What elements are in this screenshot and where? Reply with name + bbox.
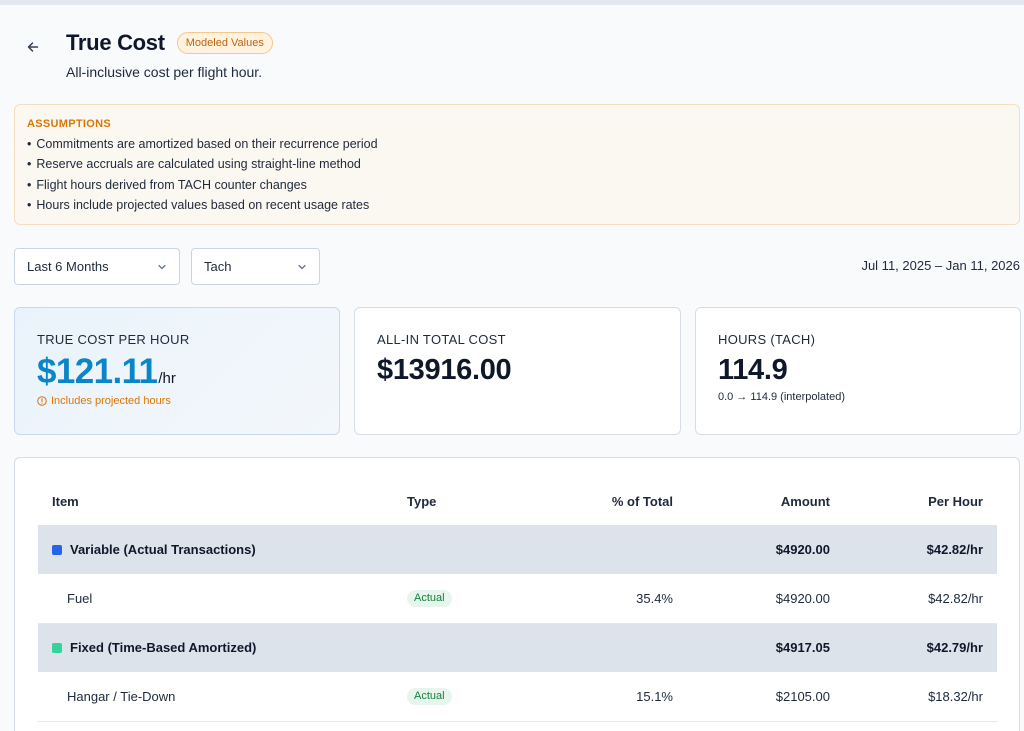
actual-badge: Actual — [407, 590, 452, 608]
hours-source-select[interactable]: Tach — [191, 248, 320, 285]
true-cost-value: $121.11/hr — [37, 352, 317, 392]
type-cell — [393, 623, 533, 672]
table-header-row: Item Type % of Total Amount Per Hour — [38, 477, 997, 525]
item-name-cell: Fuel — [38, 574, 393, 624]
top-border — [0, 0, 1024, 5]
table-row[interactable]: Hangar / Tie-Down Actual 15.1% $2105.00 … — [38, 672, 997, 722]
date-range-label: Jul 11, 2025 – Jan 11, 2026 — [861, 258, 1020, 273]
actual-badge: Actual — [407, 688, 452, 706]
true-cost-unit: /hr — [158, 370, 176, 387]
true-cost-card: TRUE COST PER HOUR $121.11/hr Includes p… — [14, 307, 340, 435]
group-row-variable[interactable]: Variable (Actual Transactions) $4920.00 … — [38, 525, 997, 574]
true-cost-amount: $121.11 — [37, 352, 158, 391]
item-name-cell: Hangar / Tie-Down — [38, 672, 393, 722]
col-header-amount[interactable]: Amount — [780, 493, 830, 509]
chevron-down-icon — [298, 264, 306, 269]
col-header-per-hour[interactable]: Per Hour — [928, 493, 983, 509]
hours-label: HOURS (TACH) — [718, 332, 816, 347]
hours-note: 0.0 → 114.9 (interpolated) — [718, 391, 845, 403]
period-select-value: Last 6 Months — [27, 259, 109, 274]
group-name: Variable (Actual Transactions) — [70, 542, 256, 557]
assumption-item: Flight hours derived from TACH counter c… — [27, 175, 1007, 195]
total-cost-card: ALL-IN TOTAL COST $13916.00 — [354, 307, 681, 435]
hours-source-select-value: Tach — [204, 259, 232, 274]
group-name-cell: Fixed (Time-Based Amortized) — [38, 623, 393, 672]
table-row[interactable]: Fuel Actual 35.4% $4920.00 $42.82/hr — [38, 574, 997, 624]
cost-breakdown-panel: Item Type % of Total Amount Per Hour Var… — [14, 457, 1020, 731]
cost-breakdown-table: Item Type % of Total Amount Per Hour Var… — [38, 477, 997, 722]
assumptions-heading: ASSUMPTIONS — [27, 118, 111, 130]
type-cell: Actual — [393, 574, 533, 624]
back-button[interactable] — [24, 38, 42, 56]
pct-cell — [533, 623, 687, 672]
pct-cell: 35.4% — [533, 574, 687, 624]
assumption-item: Hours include projected values based on … — [27, 195, 1007, 215]
total-cost-label: ALL-IN TOTAL COST — [377, 332, 506, 347]
amount-cell: $4920.00 — [687, 525, 844, 574]
hours-card: HOURS (TACH) 114.9 0.0 → 114.9 (interpol… — [695, 307, 1021, 435]
arrow-left-icon — [27, 42, 39, 52]
period-select[interactable]: Last 6 Months — [14, 248, 180, 285]
per-hour-cell: $42.82/hr — [844, 525, 997, 574]
group-name-cell: Variable (Actual Transactions) — [38, 525, 393, 574]
amount-cell: $2105.00 — [687, 672, 844, 722]
group-name: Fixed (Time-Based Amortized) — [70, 640, 257, 656]
per-hour-cell: $42.79/hr — [844, 623, 997, 672]
assumptions-list: Commitments are amortized based on their… — [27, 134, 1007, 215]
fixed-color-swatch — [52, 643, 62, 654]
page-subtitle: All-inclusive cost per flight hour. — [66, 64, 263, 80]
amount-cell: $4920.00 — [687, 574, 844, 624]
amount-cell: $4917.05 — [687, 623, 844, 672]
projected-hours-text: Includes projected hours — [51, 395, 171, 407]
modeled-values-badge: Modeled Values — [176, 32, 273, 54]
col-header-pct[interactable]: % of Total — [611, 493, 673, 509]
hours-value: 114.9 — [718, 354, 788, 386]
info-icon — [37, 396, 47, 406]
col-header-item[interactable]: Item — [52, 493, 79, 509]
variable-color-swatch — [52, 545, 62, 555]
pct-cell: 15.1% — [533, 672, 687, 722]
type-cell: Actual — [393, 672, 533, 722]
title-row: True Cost Modeled Values — [66, 30, 273, 56]
per-hour-cell: $42.82/hr — [844, 574, 997, 624]
assumption-item: Commitments are amortized based on their… — [27, 134, 1007, 154]
projected-hours-note: Includes projected hours — [37, 395, 317, 407]
group-row-fixed[interactable]: Fixed (Time-Based Amortized) $4917.05 $4… — [38, 623, 997, 672]
pct-cell — [533, 525, 687, 574]
col-header-type[interactable]: Type — [407, 493, 437, 509]
total-cost-value: $13916.00 — [377, 354, 512, 386]
assumptions-panel: ASSUMPTIONS Commitments are amortized ba… — [14, 104, 1020, 225]
per-hour-cell: $18.32/hr — [844, 672, 997, 722]
assumption-item: Reserve accruals are calculated using st… — [27, 154, 1007, 174]
page-title: True Cost — [66, 30, 165, 55]
type-cell — [393, 525, 533, 574]
true-cost-label: TRUE COST PER HOUR — [37, 332, 190, 347]
chevron-down-icon — [158, 264, 166, 269]
